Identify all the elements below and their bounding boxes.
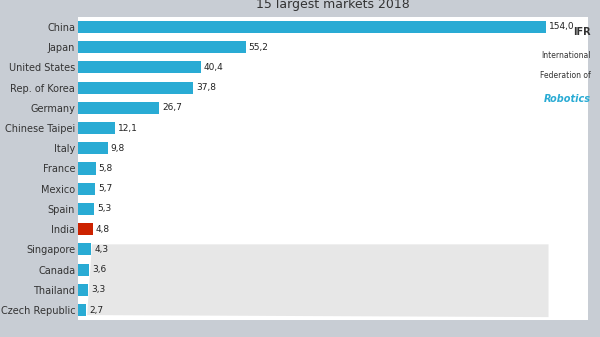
Text: 5,8: 5,8 [98,164,113,173]
Bar [78,223,92,235]
Text: 154,0: 154,0 [548,23,574,31]
Text: 2,7: 2,7 [89,306,103,314]
Text: 40,4: 40,4 [203,63,223,72]
Text: 9,8: 9,8 [111,144,125,153]
Bar [78,21,545,33]
Polygon shape [87,244,548,317]
Bar [78,61,200,73]
Text: Federation of: Federation of [540,71,591,80]
Text: 55,2: 55,2 [248,43,268,52]
Text: 4,3: 4,3 [94,245,108,254]
Bar [78,264,89,276]
Bar [78,122,115,134]
Bar [78,304,86,316]
Text: Annual installations  of industrial robots
15 largest markets 2018: Annual installations of industrial robot… [209,0,458,11]
Text: 26,7: 26,7 [162,103,182,112]
Bar [78,243,91,255]
Text: Robotics: Robotics [544,94,591,104]
Bar [78,41,245,53]
Bar [78,284,88,296]
Text: International: International [542,51,591,60]
Bar [78,82,193,94]
Bar [78,162,95,175]
Text: 37,8: 37,8 [196,83,216,92]
Bar [78,102,159,114]
Text: 3,6: 3,6 [92,265,106,274]
Text: 5,7: 5,7 [98,184,113,193]
Text: 4,8: 4,8 [95,225,110,234]
Bar [78,203,94,215]
Text: 5,3: 5,3 [97,205,112,213]
Bar [78,183,95,195]
Text: 12,1: 12,1 [118,124,137,132]
Bar [78,142,108,154]
Text: IFR: IFR [574,27,591,37]
Text: 3,3: 3,3 [91,285,106,294]
